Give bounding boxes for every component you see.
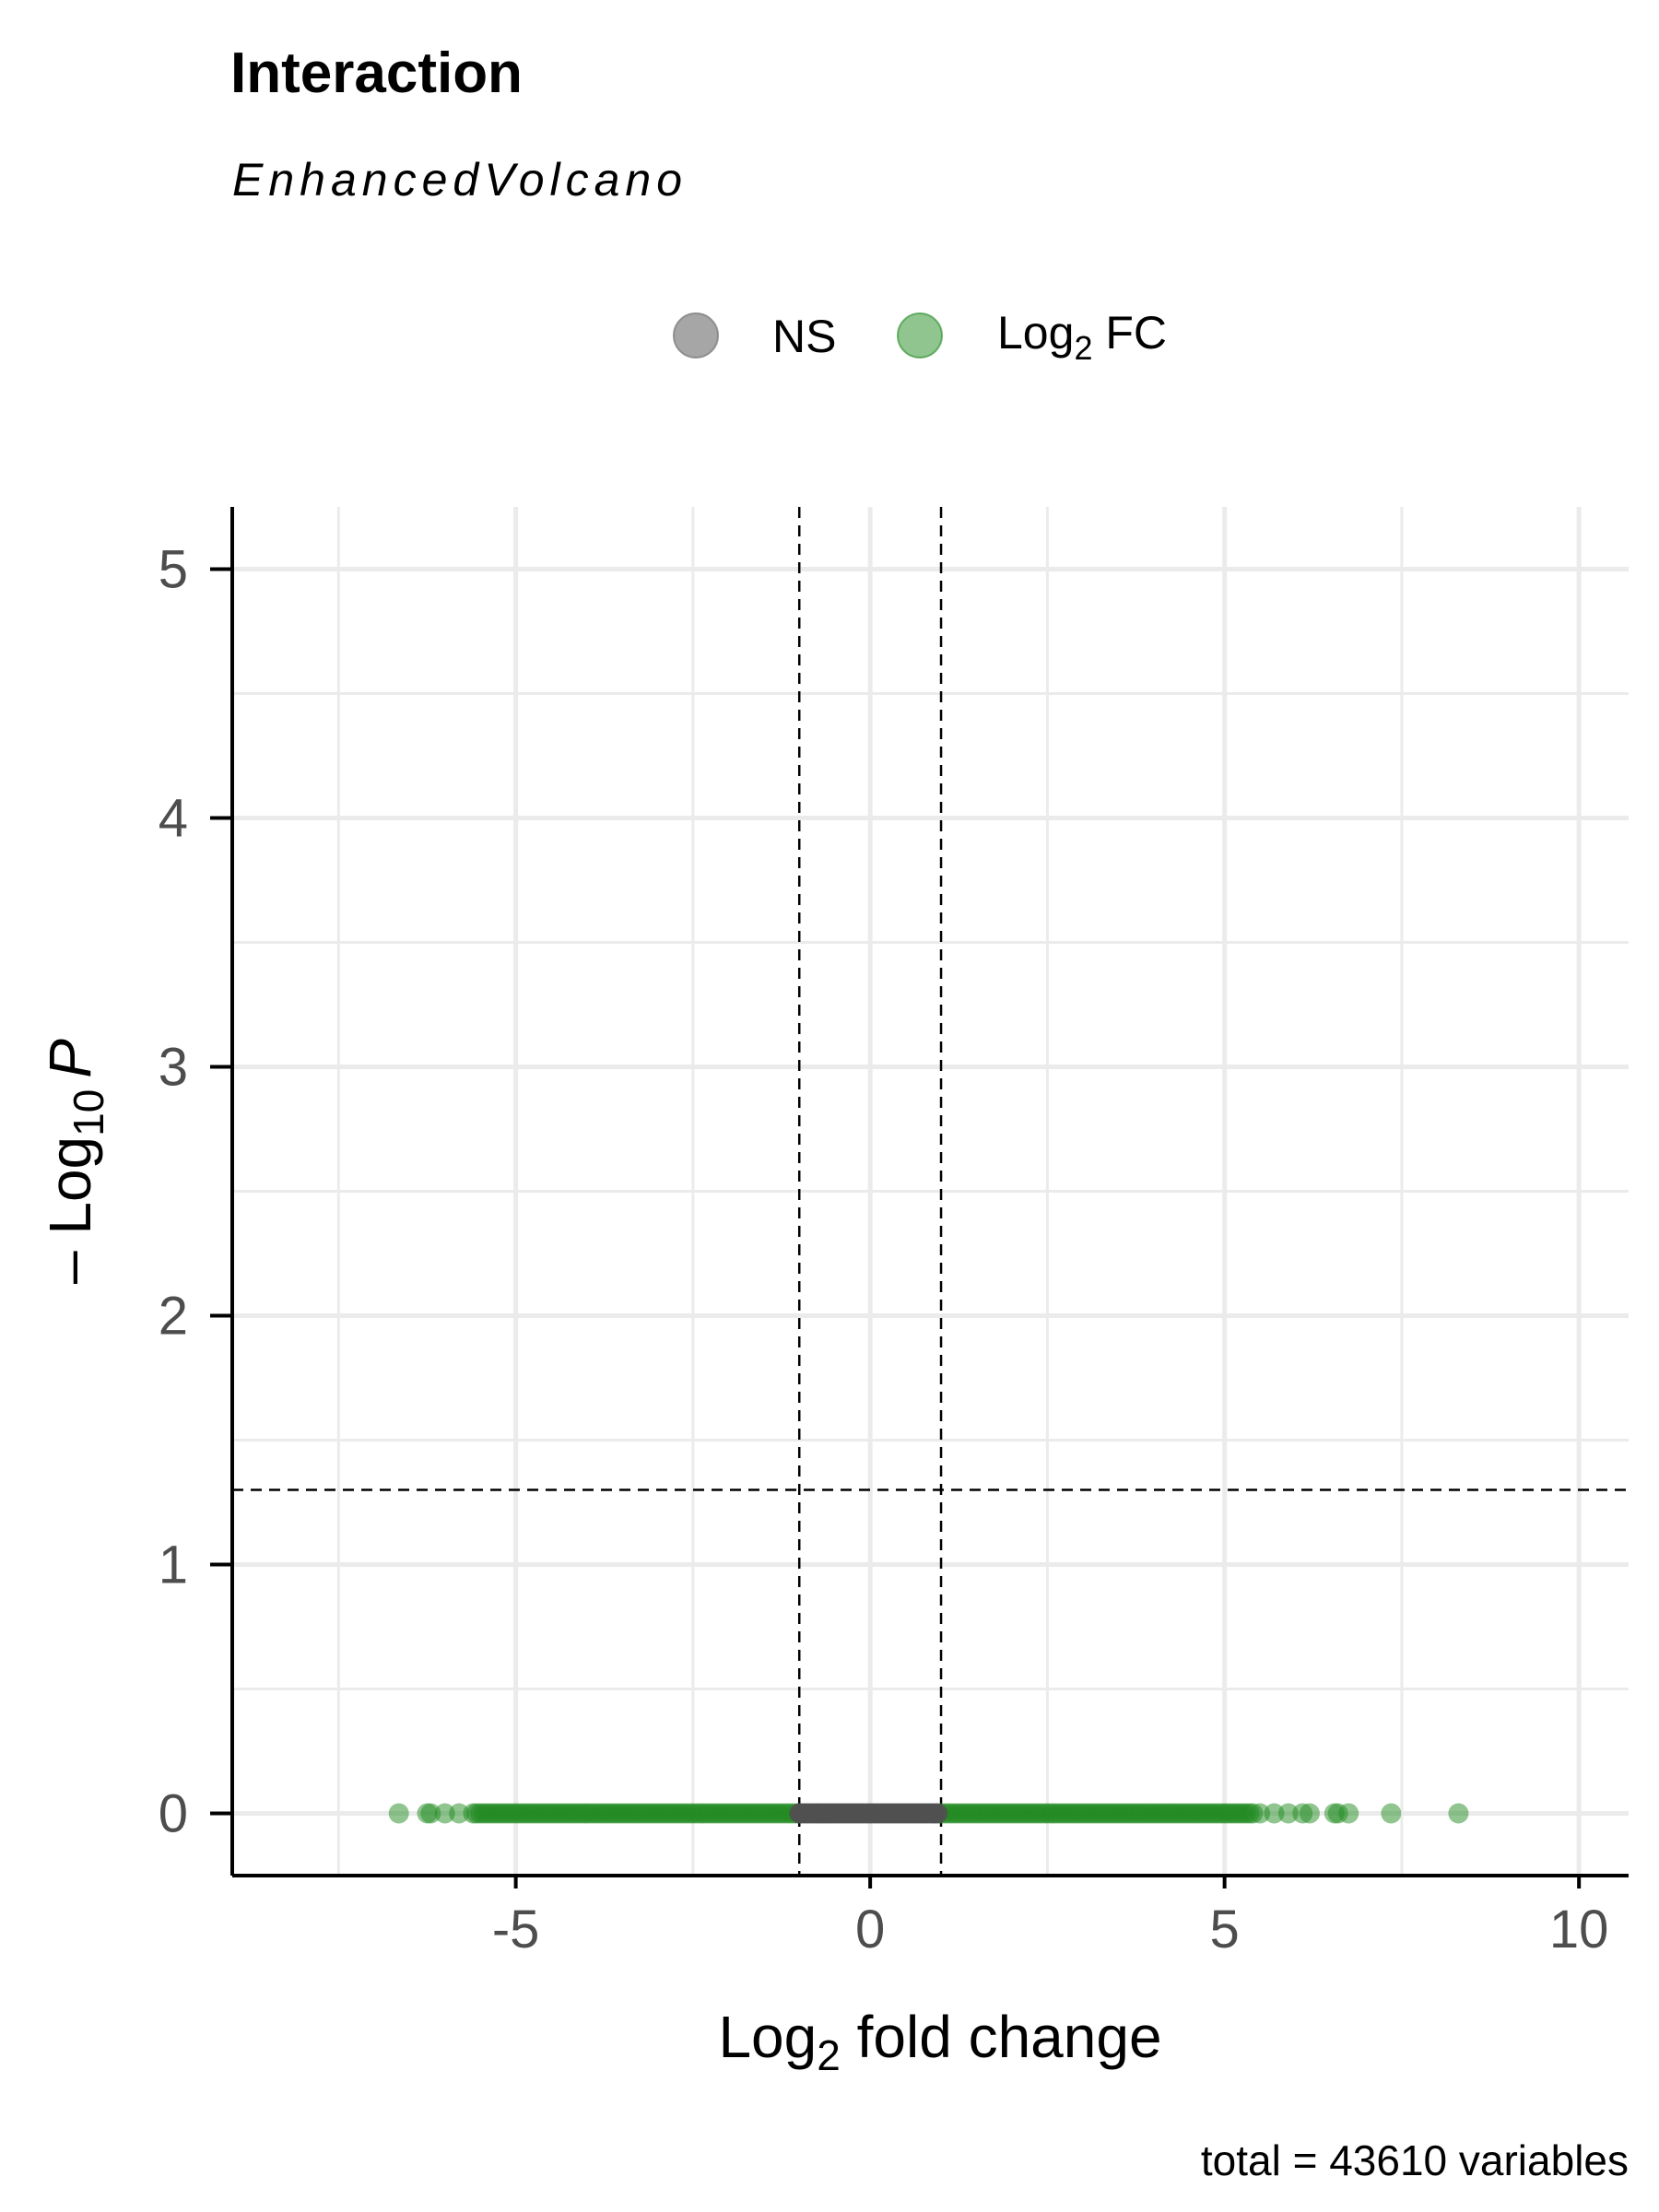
log2fc-point [388, 1803, 409, 1824]
y-axis-ticks: 0 1 2 3 4 5 [159, 540, 232, 1844]
legend-log2fc-label: Log2 FC [997, 307, 1167, 367]
legend: NS Log2 FC [673, 307, 1167, 367]
y-tick-label: 0 [159, 1784, 188, 1844]
y-tick-label: 5 [159, 540, 188, 600]
log2fc-point [449, 1803, 470, 1824]
log2fc-point [420, 1803, 441, 1824]
y-tick-label: 1 [159, 1535, 188, 1595]
y-tick-label: 2 [159, 1287, 188, 1347]
axes [230, 507, 1629, 1877]
threshold-lines [232, 507, 1629, 1876]
ns-point [927, 1803, 948, 1824]
legend-ns-marker [673, 312, 719, 359]
chart-subtitle: EnhancedVolcano [232, 154, 688, 206]
caption: total = 43610 variables [1201, 2136, 1629, 2184]
log2fc-point [1338, 1803, 1359, 1824]
log2fc-point [434, 1803, 455, 1824]
y-tick-label: 3 [159, 1038, 188, 1098]
log2fc-point [1250, 1803, 1271, 1824]
log2fc-point [1448, 1803, 1469, 1824]
log2fc-point [1381, 1803, 1402, 1824]
x-tick-label: -5 [492, 1900, 540, 1959]
x-axis-title: Log2 fold change [718, 2004, 1161, 2079]
y-tick-label: 4 [159, 789, 188, 849]
legend-ns-label: NS [772, 311, 836, 362]
x-axis-ticks: -5 0 5 10 [492, 1876, 1609, 1959]
x-tick-label: 0 [855, 1900, 885, 1959]
log2fc-point [1299, 1803, 1320, 1824]
log2fc-point [1264, 1803, 1285, 1824]
grid-lines [232, 507, 1629, 1876]
data-points [388, 1803, 1469, 1824]
chart-title: Interaction [230, 41, 523, 105]
log2fc-point [1277, 1803, 1299, 1824]
x-tick-label: 5 [1210, 1900, 1240, 1959]
legend-log2fc-marker [897, 312, 943, 359]
y-axis-title: – Log10P [37, 1039, 112, 1284]
x-tick-label: 10 [1549, 1900, 1609, 1959]
